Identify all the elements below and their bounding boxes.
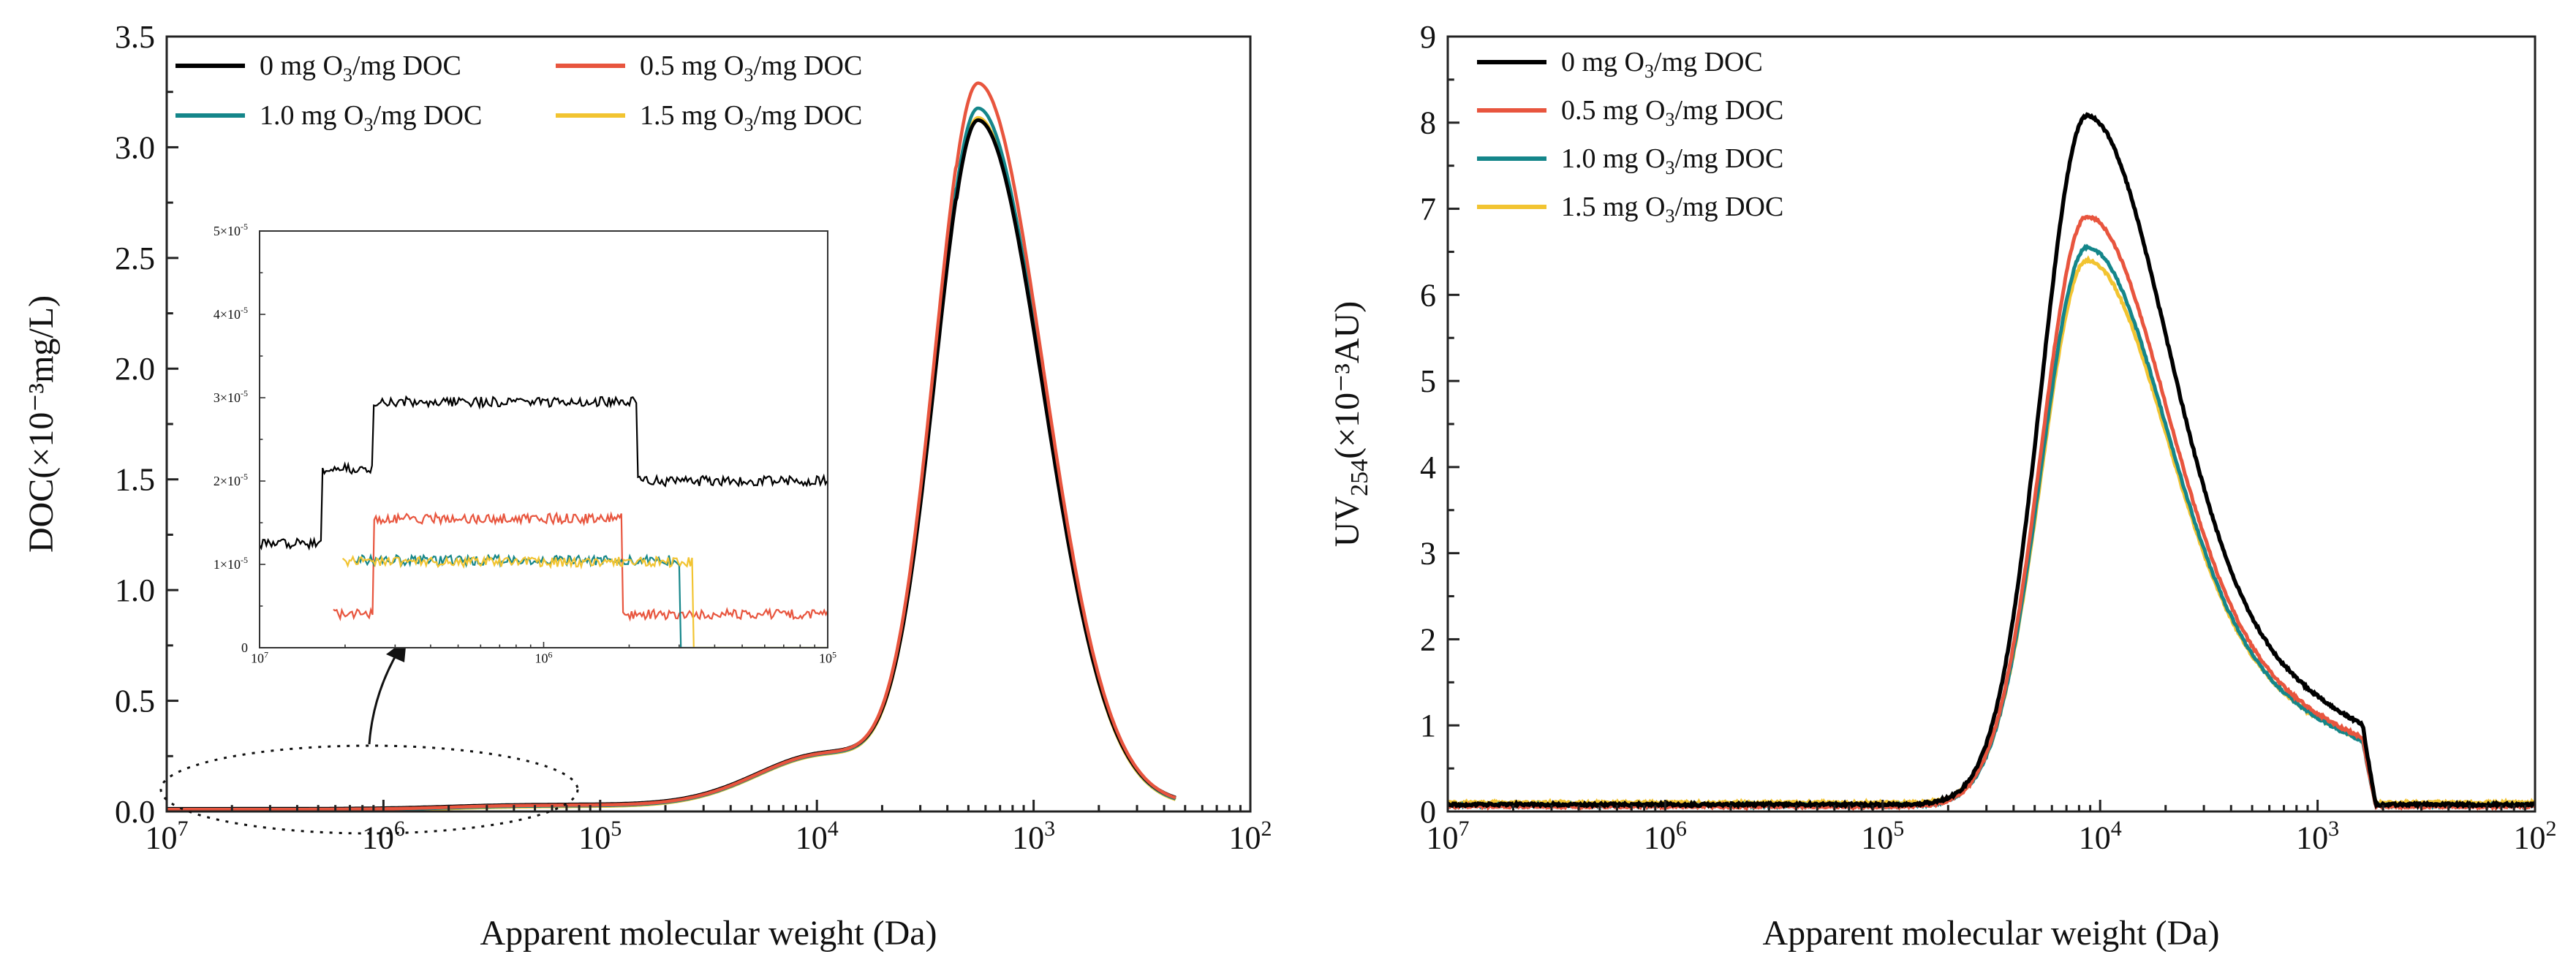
uv254-legend: 0 mg O3/mg DOC 0.5 mg O3/mg DOC 1.0 mg O3/…: [1477, 47, 1783, 227]
doc-x-tick-label: 106: [362, 817, 405, 856]
doc-legend-label: 1.0 mg O3/mg DOC: [260, 100, 482, 135]
inset-series-line: [355, 553, 828, 648]
doc-y-tick-label: 1.5: [115, 462, 155, 498]
inset-x-tick-label: 107: [251, 650, 268, 666]
uv254-y-tick-label: 9: [1420, 19, 1436, 55]
uv254-x-tick-label: 103: [2296, 817, 2339, 856]
uv254-x-tick-label: 104: [2079, 817, 2122, 856]
uv254-y-tick-label: 8: [1420, 105, 1436, 141]
doc-y-tick-label: 3.0: [115, 129, 155, 165]
uv254-legend-label: 1.5 mg O3/mg DOC: [1561, 192, 1783, 227]
doc-y-tick-label: 3.5: [115, 19, 155, 55]
uv254-chart: 107 106 105 104 103 102 0 1 2 3 4 5 6 7 8 9 Apparent m…: [1328, 19, 2557, 953]
uv254-y-tick-label: 1: [1420, 708, 1436, 743]
doc-y-tick-label: 2.5: [115, 241, 155, 276]
inset-callout-arrow: [368, 650, 400, 745]
inset-x-tick-label: 105: [819, 650, 836, 666]
doc-x-tick-label: 102: [1229, 817, 1272, 856]
inset-y-tick-label: 3×10-5: [214, 388, 248, 405]
doc-y-ticks: 0.0 0.5 1.0 1.5 2.0 2.5 3.0 3.5: [115, 19, 178, 830]
uv254-x-tick-label: 102: [2514, 817, 2557, 856]
uv254-x-ticks: 107 106 105 104 103 102: [1427, 800, 2557, 856]
doc-legend-label: 1.5 mg O3/mg DOC: [640, 100, 862, 135]
uv254-legend-label: 0 mg O3/mg DOC: [1561, 47, 1763, 82]
doc-y-tick-label: 0.5: [115, 684, 155, 719]
uv254-x-tick-label: 107: [1427, 817, 1470, 856]
doc-y-axis-label: DOC(×10⁻³mg/L): [22, 295, 61, 553]
inset-y-ticks: 0 1×10-5 2×10-5 3×10-5 4×10-5 5×10-5: [214, 222, 265, 655]
uv254-series-line: [1448, 214, 2535, 811]
inset-x-ticks: 107 106 105: [251, 642, 836, 666]
uv254-y-tick-label: 0: [1420, 794, 1436, 830]
uv254-y-axis-label: UV254(×10⁻³AU): [1328, 301, 1373, 547]
inset-callout-ellipse: [159, 744, 579, 835]
inset-chart: 107 106 105 0 1×10-5 2×10-5 3×10-5 4×10-5 5×10-…: [214, 222, 836, 666]
inset-x-tick-label: 106: [535, 650, 553, 666]
doc-y-tick-label: 0.0: [115, 794, 155, 830]
inset-y-tick-label: 1×10-5: [214, 555, 248, 572]
doc-legend: 0 mg O3/mg DOC 0.5 mg O3/mg DOC 1.0 mg O3/…: [175, 50, 862, 135]
uv254-x-axis-label: Apparent molecular weight (Da): [1762, 914, 2219, 953]
uv254-legend-label: 0.5 mg O3/mg DOC: [1561, 95, 1783, 130]
doc-x-tick-label: 105: [578, 817, 622, 856]
inset-series-line: [333, 511, 828, 622]
uv254-y-tick-label: 7: [1420, 192, 1436, 227]
inset-series-line: [341, 554, 827, 648]
doc-x-tick-label: 107: [146, 817, 189, 856]
uv254-y-tick-label: 5: [1420, 363, 1436, 399]
uv254-series-lines: [1448, 112, 2535, 811]
uv254-y-tick-label: 4: [1420, 450, 1436, 485]
uv254-y-tick-label: 3: [1420, 536, 1436, 572]
inset-series-lines: [260, 395, 828, 648]
inset-y-tick-label: 2×10-5: [214, 472, 248, 488]
uv254-y-tick-label: 6: [1420, 277, 1436, 313]
uv254-series-line: [1448, 112, 2535, 811]
uv254-y-ticks: 0 1 2 3 4 5 6 7 8 9: [1420, 19, 1459, 830]
doc-legend-label: 0 mg O3/mg DOC: [260, 50, 461, 86]
doc-chart: 107 106 105 104 103 102 0.0 0.5 1.0 1.5 2.0 2.5 3.0…: [22, 19, 1272, 953]
doc-y-tick-label: 2.0: [115, 351, 155, 387]
uv254-legend-label: 1.0 mg O3/mg DOC: [1561, 143, 1783, 178]
inset-y-tick-label: 0: [241, 640, 248, 655]
inset-y-tick-label: 5×10-5: [214, 222, 248, 238]
doc-legend-label: 0.5 mg O3/mg DOC: [640, 50, 862, 86]
uv254-x-tick-label: 106: [1644, 817, 1687, 856]
doc-x-ticks: 107 106 105 104 103 102: [146, 800, 1272, 856]
doc-x-tick-label: 104: [796, 817, 839, 856]
doc-x-axis-label: Apparent molecular weight (Da): [480, 914, 937, 953]
inset-y-tick-label: 4×10-5: [214, 305, 248, 322]
uv254-x-tick-label: 105: [1861, 817, 1904, 856]
doc-y-tick-label: 1.0: [115, 572, 155, 608]
inset-series-line: [260, 395, 828, 551]
doc-x-tick-label: 103: [1012, 817, 1055, 856]
uv254-y-tick-label: 2: [1420, 621, 1436, 657]
